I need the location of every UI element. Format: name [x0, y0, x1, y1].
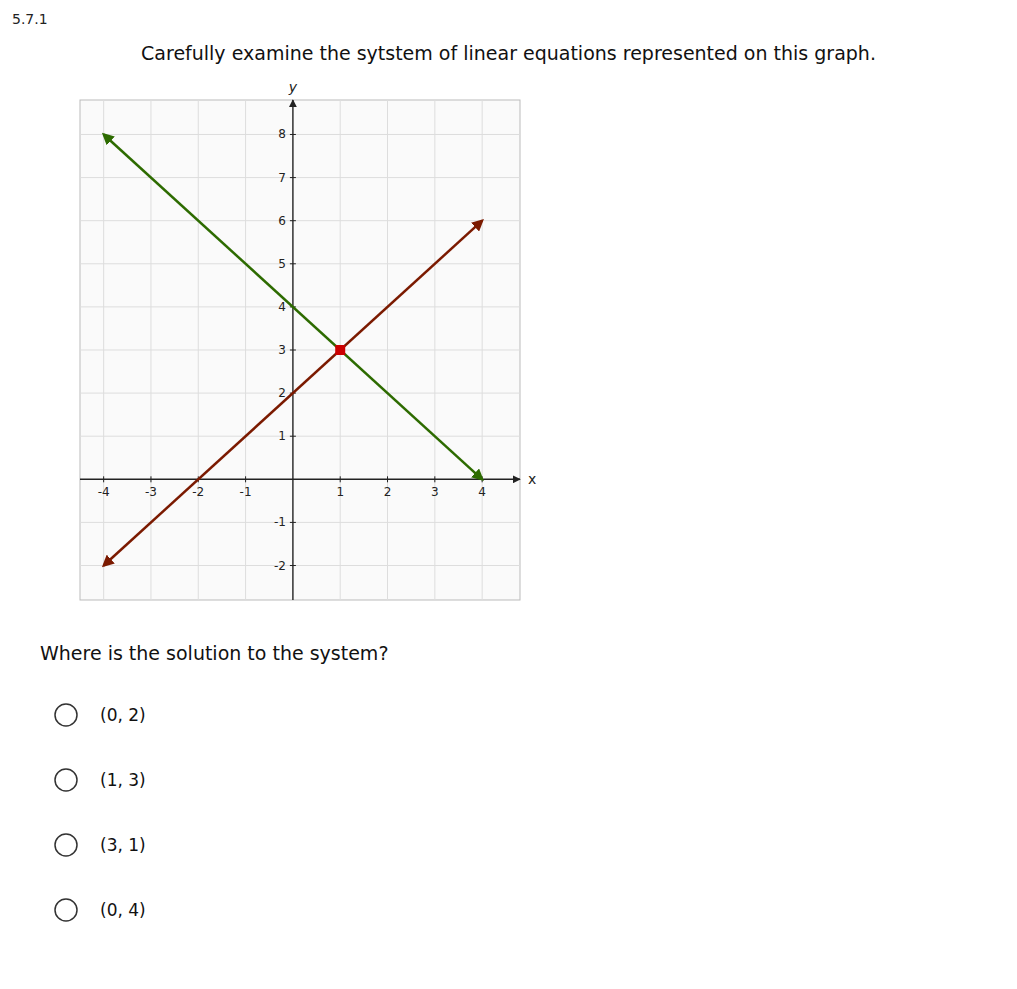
title: Carefully examine the sytstem of linear …	[141, 42, 876, 64]
x-tick-label: -3	[145, 485, 157, 499]
y-tick-label: 5	[278, 257, 286, 271]
line	[104, 134, 482, 479]
grid-line	[80, 220, 520, 221]
y-tick	[290, 220, 296, 221]
x-tick	[103, 476, 104, 482]
line	[104, 221, 482, 566]
x-tick-label: -2	[192, 485, 204, 499]
plot-frame	[80, 100, 520, 600]
grid-line	[80, 393, 520, 394]
choice: (0, 4)	[100, 900, 146, 920]
x-tick	[150, 476, 151, 482]
y-tick	[290, 263, 296, 264]
y-tick	[290, 177, 296, 178]
grid-line	[80, 263, 520, 264]
grid	[80, 100, 520, 600]
y-axis-label: y	[288, 79, 298, 95]
x-tick	[434, 476, 435, 482]
data-marks	[104, 134, 482, 565]
x-tick-label: 3	[431, 485, 439, 499]
y-tick-label: 7	[278, 171, 286, 185]
grid-line	[80, 350, 520, 351]
x-tick	[340, 476, 341, 482]
x-tick-label: -4	[98, 485, 110, 499]
y-tick-label: 8	[278, 127, 286, 141]
y-tick-label: 2	[278, 386, 286, 400]
y-tick	[290, 350, 296, 351]
x-axis	[80, 479, 520, 480]
radio-button	[55, 899, 77, 921]
x-tick-label: 2	[384, 485, 392, 499]
x-tick-label: 4	[478, 485, 486, 499]
y-tick-label: 4	[278, 300, 286, 314]
choice: (0, 2)	[100, 705, 146, 725]
chart: 5.7.1 Carefully examine the sytstem of li…	[0, 0, 1017, 989]
point	[335, 345, 345, 355]
x-tick	[387, 476, 388, 482]
y-tick	[290, 134, 296, 135]
x-tick	[245, 476, 246, 482]
x-axis-label: x	[528, 471, 536, 487]
y-tick-label: -1	[274, 515, 286, 529]
y-tick-label: 3	[278, 343, 286, 357]
y-tick	[290, 522, 296, 523]
y-tick	[290, 436, 296, 437]
radio-button	[55, 704, 77, 726]
grid-line	[80, 177, 520, 178]
grid-line	[80, 565, 520, 566]
radio-button	[55, 834, 77, 856]
y-tick	[290, 565, 296, 566]
grid-line	[80, 134, 520, 135]
y-tick-label: -2	[274, 559, 286, 573]
x-tick-label: 1	[336, 485, 344, 499]
choice: (1, 3)	[100, 770, 146, 790]
axes: x y -4 -3 -2 -1 1 2 3 4 -2 -1 1 2 3 4 5 6 7 8	[80, 79, 536, 600]
choice: (3, 1)	[100, 835, 146, 855]
grid-line	[80, 522, 520, 523]
grid-line	[80, 306, 520, 307]
radio-button	[55, 769, 77, 791]
x-tick-label: -1	[240, 485, 252, 499]
y-tick-label: 6	[278, 214, 286, 228]
question: Where is the solution to the system?	[40, 642, 388, 664]
header: 5.7.1	[12, 11, 48, 27]
y-tick-label: 1	[278, 429, 286, 443]
grid-line	[80, 436, 520, 437]
